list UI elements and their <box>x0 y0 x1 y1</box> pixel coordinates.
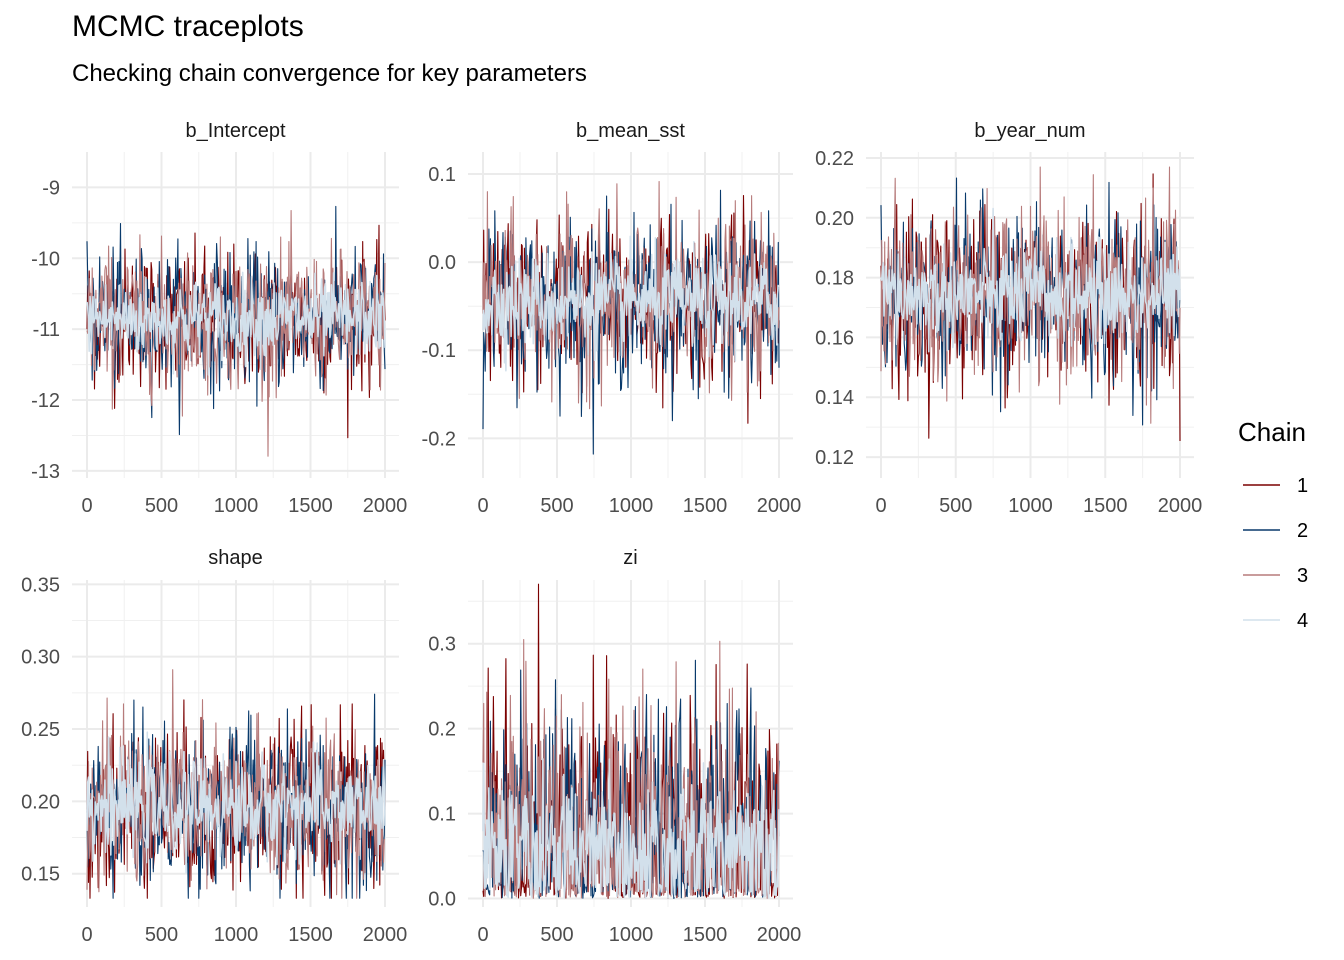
panel-title: b_mean_sst <box>576 120 685 142</box>
panel-b-Intercept: b_Intercept 0 500 1000 1500 2000 -13 -12 -11 -10 -… <box>31 120 407 517</box>
x-tick-label: 0 <box>81 495 92 517</box>
y-tick-label: 0.3 <box>428 634 456 656</box>
panel-shape: shape 0 500 1000 1500 2000 0.15 0.20 0.25 0.30 0.3… <box>21 547 407 946</box>
y-tick-label: -11 <box>33 319 60 341</box>
panel-title: shape <box>208 547 263 569</box>
chart-title: MCMC traceplots <box>72 10 304 43</box>
x-tick-label: 1000 <box>214 495 259 517</box>
panel-title: b_year_num <box>974 120 1085 142</box>
x-tick-label: 500 <box>540 495 573 517</box>
y-tick-label: 0.2 <box>428 719 456 741</box>
y-tick-label: 0.30 <box>21 647 60 669</box>
panel-title: zi <box>623 547 637 569</box>
legend-label: 1 <box>1297 475 1308 497</box>
y-tick-label: 0.1 <box>428 164 456 186</box>
y-tick-label: -13 <box>31 461 60 483</box>
x-tick-label: 0 <box>875 495 886 517</box>
x-tick-label: 1500 <box>683 924 728 946</box>
y-tick-label: -10 <box>31 248 60 270</box>
panel-zi: zi 0 500 1000 1500 2000 0.0 0.1 0.2 0.3 <box>428 547 801 946</box>
y-tick-label: 0.20 <box>815 208 854 230</box>
trace-chain-4 <box>482 758 780 899</box>
x-tick-label: 2000 <box>757 495 802 517</box>
y-tick-label: -0.2 <box>422 428 456 450</box>
y-tick-label: -9 <box>42 177 60 199</box>
trace-chain-4 <box>86 731 386 874</box>
legend-label: 2 <box>1297 520 1308 542</box>
y-tick-label: -0.1 <box>422 340 456 362</box>
y-tick-label: 0.0 <box>428 252 456 274</box>
x-tick-label: 2000 <box>1158 495 1203 517</box>
x-tick-label: 500 <box>939 495 972 517</box>
x-tick-label: 1500 <box>1083 495 1128 517</box>
y-tick-label: 0.1 <box>428 804 456 826</box>
x-tick-label: 0 <box>81 924 92 946</box>
panel-b-year-num: b_year_num 0 500 1000 1500 2000 0.12 0.14 0.16 0.… <box>815 120 1202 517</box>
y-tick-label: 0.22 <box>815 148 854 170</box>
x-tick-label: 1500 <box>683 495 728 517</box>
x-tick-label: 2000 <box>363 924 408 946</box>
panel-b-mean-sst: b_mean_sst 0 500 1000 1500 2000 -0.2 -0.1 0.0 0.1 <box>422 120 802 517</box>
x-tick-label: 1500 <box>288 495 333 517</box>
legend: Chain 1 2 3 4 <box>1238 417 1308 632</box>
legend-item-chain-2: 2 <box>1243 520 1308 542</box>
legend-item-chain-3: 3 <box>1243 565 1308 587</box>
chart-subtitle: Checking chain convergence for key param… <box>72 60 587 87</box>
y-tick-label: 0.16 <box>815 327 854 349</box>
x-tick-label: 1500 <box>288 924 333 946</box>
x-tick-label: 1000 <box>214 924 259 946</box>
panel-title: b_Intercept <box>185 120 286 142</box>
x-tick-label: 500 <box>540 924 573 946</box>
x-tick-label: 1000 <box>1008 495 1053 517</box>
x-tick-label: 500 <box>145 495 178 517</box>
x-tick-label: 1000 <box>609 924 654 946</box>
x-tick-label: 2000 <box>363 495 408 517</box>
trace-chain-4 <box>482 235 780 372</box>
y-tick-label: 0.35 <box>21 574 60 596</box>
x-tick-label: 0 <box>477 495 488 517</box>
legend-title: Chain <box>1238 417 1306 447</box>
x-tick-label: 0 <box>477 924 488 946</box>
y-tick-label: 0.12 <box>815 447 854 469</box>
trace-chain-4 <box>880 207 1181 353</box>
legend-item-chain-1: 1 <box>1243 475 1308 497</box>
y-tick-label: 0.25 <box>21 719 60 741</box>
y-tick-label: -12 <box>31 390 60 412</box>
legend-label: 4 <box>1297 610 1308 632</box>
legend-item-chain-4: 4 <box>1243 610 1308 632</box>
y-tick-label: 0.15 <box>21 864 60 886</box>
x-tick-label: 2000 <box>757 924 802 946</box>
y-tick-label: 0.18 <box>815 268 854 290</box>
trace-chain-4 <box>86 271 386 376</box>
x-tick-label: 500 <box>145 924 178 946</box>
legend-label: 3 <box>1297 565 1308 587</box>
y-tick-label: 0.14 <box>815 387 854 409</box>
y-tick-label: 0.20 <box>21 791 60 813</box>
y-tick-label: 0.0 <box>428 889 456 911</box>
x-tick-label: 1000 <box>609 495 654 517</box>
